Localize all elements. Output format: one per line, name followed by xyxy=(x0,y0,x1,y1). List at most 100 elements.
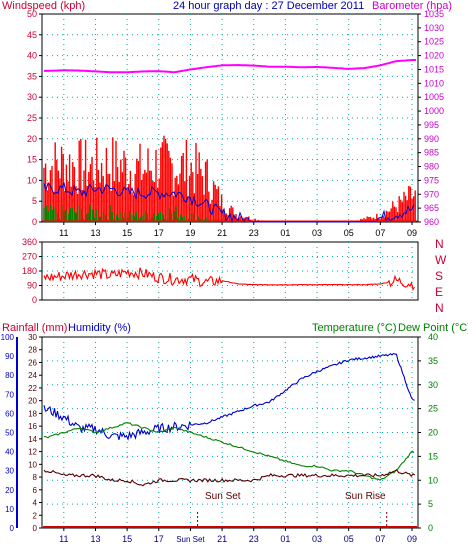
dir-y-tick-label: 90 xyxy=(27,281,37,291)
rain-y-tick-label: 22 xyxy=(28,384,37,393)
bottom-x-tick-label: 13 xyxy=(90,534,100,544)
bottom-x-tick-label: 15 xyxy=(122,534,132,544)
temperature-axis-label: Temperature (°C) xyxy=(312,322,396,334)
baro-y-tick-label: 985 xyxy=(424,148,439,158)
wind-y-tick-label: 10 xyxy=(27,175,37,185)
bottom-x-tick-label: 23 xyxy=(249,534,259,544)
baro-y-tick-label: 1000 xyxy=(424,106,444,116)
bottom-x-tick-label: 11 xyxy=(59,534,68,544)
wind-x-tick-label: 07 xyxy=(375,228,385,238)
baro-y-tick-label: 990 xyxy=(424,134,439,144)
humidity-y-tick-label: 60 xyxy=(5,409,14,418)
wind-x-tick-label: 11 xyxy=(59,228,68,238)
dewpoint-axis-label: Dew Point (°C) xyxy=(398,322,468,334)
wind-y-tick-label: 40 xyxy=(27,51,37,61)
wind-direction-line xyxy=(43,267,415,291)
temp-y-tick-label: 30 xyxy=(428,380,438,390)
temp-y-tick-label: 10 xyxy=(428,475,438,485)
wind-x-tick-label: 13 xyxy=(90,228,100,238)
bottom-x-tick-label: 09 xyxy=(407,534,417,544)
compass-e: E xyxy=(435,285,443,299)
humidity-y-tick-label: 70 xyxy=(5,390,14,399)
sun-rise-annotation: Sun Rise xyxy=(345,491,386,502)
rain-y-tick-label: 20 xyxy=(28,397,37,406)
rainfall-axis-label: Rainfall (mm) xyxy=(2,322,67,334)
humidity-axis-label: Humidity (%) xyxy=(68,322,131,334)
temp-y-tick-label: 35 xyxy=(428,356,438,366)
rain-y-tick-label: 4 xyxy=(33,499,38,508)
wind-x-tick-label: 21 xyxy=(217,228,227,238)
chart-marks: 0510152025303540455096096597097598098599… xyxy=(1,9,444,544)
baro-y-tick-label: 1025 xyxy=(424,37,444,47)
humidity-y-tick-label: 20 xyxy=(5,486,14,495)
wind-x-tick-label: 01 xyxy=(280,228,290,238)
rain-y-tick-label: 28 xyxy=(28,346,37,355)
wind-x-tick-label: 05 xyxy=(344,228,354,238)
baro-y-tick-label: 965 xyxy=(424,203,439,213)
wind-y-tick-label: 25 xyxy=(27,113,37,123)
wind-y-tick-label: 15 xyxy=(27,155,37,165)
compass-n-top: N xyxy=(435,237,444,251)
baro-y-tick-label: 980 xyxy=(424,162,439,172)
baro-y-tick-label: 1030 xyxy=(424,23,444,33)
temp-y-tick-label: 0 xyxy=(428,523,433,533)
rain-y-tick-label: 18 xyxy=(28,409,37,418)
wind-y-tick-label: 30 xyxy=(27,92,37,102)
baro-y-tick-label: 1020 xyxy=(424,51,444,61)
humidity-y-tick-label: 30 xyxy=(5,467,14,476)
rain-y-tick-label: 10 xyxy=(28,460,37,469)
bottom-x-tick-label: 17 xyxy=(154,534,164,544)
baro-y-tick-label: 975 xyxy=(424,175,439,185)
humidity-y-tick-label: 80 xyxy=(5,371,14,380)
wind-average-line xyxy=(43,181,415,224)
compass-w: W xyxy=(435,253,447,267)
bottom-x-tick-label: 21 xyxy=(217,534,227,544)
wind-x-tick-label: 09 xyxy=(407,228,417,238)
rain-y-tick-label: 6 xyxy=(33,486,38,495)
wind-y-tick-label: 20 xyxy=(27,134,37,144)
wind-x-tick-label: 23 xyxy=(249,228,259,238)
barometer-axis-label: Barometer (hpa) xyxy=(372,0,452,12)
baro-y-tick-label: 960 xyxy=(424,217,439,227)
rain-y-tick-label: 0 xyxy=(33,524,38,533)
baro-y-tick-label: 1035 xyxy=(424,9,444,19)
baro-y-tick-label: 1010 xyxy=(424,78,444,88)
temp-y-tick-label: 15 xyxy=(428,451,438,461)
wind-y-tick-label: 5 xyxy=(32,196,37,206)
rain-y-tick-label: 8 xyxy=(33,473,38,482)
humidity-line xyxy=(43,352,415,441)
barometer-line xyxy=(44,59,416,74)
baro-y-tick-label: 1005 xyxy=(424,92,444,102)
bottom-x-tick-label: Sun Set xyxy=(176,535,205,544)
compass-n-bottom: N xyxy=(435,301,444,315)
wind-y-tick-label: 50 xyxy=(27,9,37,19)
temp-y-tick-label: 20 xyxy=(428,428,438,438)
baro-y-tick-label: 1015 xyxy=(424,64,444,74)
temp-y-tick-label: 40 xyxy=(428,332,438,342)
temperature-line xyxy=(43,422,415,481)
sun-set-annotation: Sun Set xyxy=(205,491,241,502)
bottom-x-tick-label: 01 xyxy=(280,534,290,544)
rain-y-tick-label: 2 xyxy=(33,511,38,520)
baro-y-tick-label: 970 xyxy=(424,189,439,199)
wind-x-tick-label: 15 xyxy=(122,228,132,238)
rain-y-tick-label: 12 xyxy=(28,448,37,457)
dir-y-tick-label: 360 xyxy=(22,237,37,247)
wind-y-tick-label: 45 xyxy=(27,30,37,40)
humidity-y-tick-label: 100 xyxy=(1,333,15,342)
rain-y-tick-label: 16 xyxy=(28,422,37,431)
humidity-y-tick-label: 40 xyxy=(5,448,14,457)
temp-y-tick-label: 5 xyxy=(428,499,433,509)
chart-title: 24 hour graph day : 27 December 2011 xyxy=(173,0,364,12)
rain-y-tick-label: 14 xyxy=(28,435,37,444)
wind-x-tick-label: 19 xyxy=(185,228,195,238)
humidity-y-tick-label: 10 xyxy=(5,505,14,514)
humidity-y-tick-label: 50 xyxy=(5,429,14,438)
wind-x-tick-label: 17 xyxy=(154,228,164,238)
dewpoint-line xyxy=(43,469,416,487)
dir-y-tick-label: 0 xyxy=(32,295,37,305)
windspeed-axis-label: Windspeed (kph) xyxy=(2,0,85,12)
wind-x-tick-label: 03 xyxy=(312,228,322,238)
dir-y-tick-label: 180 xyxy=(22,266,37,276)
